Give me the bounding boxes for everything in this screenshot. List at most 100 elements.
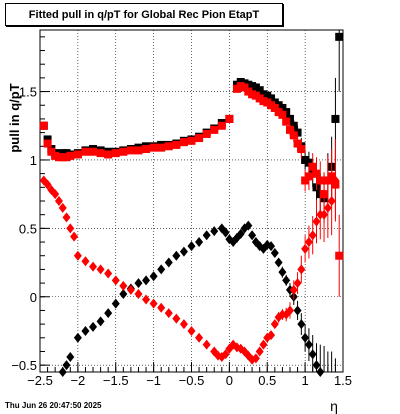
data-point [270, 247, 279, 258]
data-layer [39, 30, 344, 377]
data-point [157, 264, 166, 275]
data-point [297, 319, 306, 330]
data-point [210, 226, 219, 237]
data-point [70, 231, 79, 242]
data-point [119, 280, 128, 291]
data-point [111, 149, 120, 158]
timestamp-footer: Thu Jun 26 20:47:50 2025 [5, 401, 102, 410]
data-point [251, 237, 260, 248]
data-point [66, 151, 75, 160]
data-point [331, 114, 340, 123]
data-point [202, 339, 211, 350]
data-point [157, 143, 166, 152]
data-point [119, 289, 128, 300]
y-tick-label: −0.5 [11, 358, 37, 373]
data-point [335, 32, 344, 41]
data-point [320, 209, 329, 220]
y-axis-label: pull in q/pT [7, 83, 22, 152]
data-point [96, 264, 105, 275]
data-point [255, 86, 264, 95]
data-point [149, 143, 158, 152]
data-point [54, 196, 63, 206]
data-point [248, 230, 257, 241]
data-point [126, 284, 135, 295]
series-1 [39, 82, 344, 297]
data-point [335, 251, 344, 260]
x-tick-label: −0.5 [179, 373, 205, 388]
data-point [308, 230, 317, 241]
data-point [134, 146, 143, 155]
data-point [119, 147, 128, 156]
data-point [312, 360, 321, 371]
data-point [293, 278, 302, 289]
data-point [289, 284, 298, 295]
data-point [323, 202, 332, 213]
x-tick-label: 1.5 [334, 373, 352, 388]
y-tick-label: 0 [30, 290, 37, 305]
data-point [179, 138, 188, 147]
data-point [73, 250, 82, 261]
y-tick-label: 1.5 [19, 85, 37, 100]
data-point [142, 275, 151, 286]
data-point [58, 202, 67, 213]
data-point [297, 264, 306, 275]
data-point [316, 176, 325, 185]
data-point [267, 241, 276, 252]
data-point [73, 150, 82, 159]
data-point [270, 103, 279, 112]
x-tick-label: −1 [146, 373, 161, 388]
data-point [304, 237, 313, 248]
data-point [217, 121, 226, 130]
x-axis-label: η [330, 398, 338, 414]
y-tick-label: 0.5 [19, 221, 37, 236]
data-point [149, 271, 158, 282]
series-3 [39, 139, 340, 365]
axes: −2.5 −2 −1.5 −1 −0.5 0 0.5 1 1.5 −0.5 0 0.5 1 1.5 [11, 29, 352, 388]
data-point [195, 134, 204, 143]
data-point [81, 325, 90, 336]
data-point [134, 278, 143, 289]
x-tick-label: 0 [226, 373, 233, 388]
data-point [164, 257, 173, 268]
x-tick-label: 1 [302, 373, 309, 388]
data-point [43, 135, 52, 144]
data-point [179, 319, 188, 330]
data-point [172, 313, 181, 324]
data-point [285, 305, 294, 316]
data-point [51, 189, 60, 200]
data-point [195, 237, 204, 248]
data-point [111, 298, 120, 309]
x-tick-label: −2 [70, 373, 85, 388]
data-point [195, 332, 204, 343]
data-point [251, 353, 260, 364]
data-point [301, 243, 310, 254]
data-point [202, 230, 211, 241]
data-point [259, 339, 268, 350]
data-point [73, 332, 82, 343]
data-point [43, 179, 52, 190]
data-point [327, 196, 336, 206]
data-point [89, 147, 98, 156]
data-point [308, 349, 317, 360]
grid [40, 30, 343, 372]
x-tick-label: −1.5 [103, 373, 129, 388]
x-tick-label: 0.5 [258, 373, 276, 388]
data-point [267, 94, 276, 103]
data-point [293, 139, 302, 148]
data-point [202, 129, 211, 138]
data-point [304, 339, 313, 350]
data-point [297, 145, 306, 154]
data-point [304, 172, 313, 181]
data-point [312, 216, 321, 227]
data-point [62, 360, 71, 371]
data-point [126, 146, 135, 155]
data-point [81, 147, 90, 156]
data-point [187, 325, 196, 336]
data-point [157, 302, 166, 313]
data-point [282, 117, 291, 126]
data-point [142, 145, 151, 154]
data-point [164, 308, 173, 319]
data-point [221, 349, 230, 360]
data-point [270, 319, 279, 330]
